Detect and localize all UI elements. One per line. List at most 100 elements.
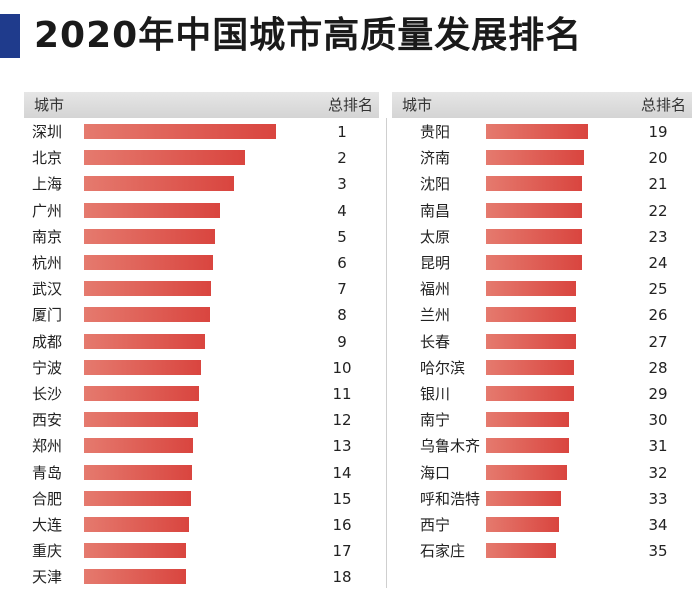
score-bar	[84, 176, 234, 192]
score-bar	[84, 569, 186, 585]
rank-value: 1	[337, 123, 347, 141]
chart-row: 南宁 30	[420, 407, 690, 433]
chart-row: 贵阳 19	[420, 119, 690, 145]
rank-value: 21	[648, 175, 668, 194]
city-label: 青岛	[32, 463, 63, 482]
city-label: 合肥	[32, 489, 63, 508]
chart-title: 2020年中国城市高质量发展排名	[34, 15, 583, 56]
rank-value: 20	[648, 149, 668, 168]
rank-value: 17	[332, 542, 352, 561]
score-bar	[84, 490, 191, 506]
header-city-label: 城市	[34, 96, 65, 114]
score-bar	[486, 412, 569, 428]
city-label: 重庆	[32, 542, 63, 561]
chart-row: 合肥 15	[32, 486, 372, 512]
rank-value: 32	[648, 463, 668, 482]
rank-value: 11	[332, 385, 352, 403]
chart-row: 西宁 34	[420, 512, 690, 538]
chart-row: 青岛 14	[32, 460, 372, 486]
city-label: 济南	[420, 149, 451, 168]
city-label: 北京	[32, 149, 63, 168]
city-label: 南宁	[420, 411, 451, 430]
score-bar	[486, 359, 574, 375]
city-label: 石家庄	[420, 542, 466, 561]
rank-value: 18	[332, 568, 352, 587]
city-label: 大连	[32, 516, 63, 534]
chart-row: 济南 20	[420, 145, 690, 171]
score-bar	[486, 176, 582, 192]
rank-value: 9	[337, 332, 347, 351]
rank-value: 28	[648, 358, 668, 377]
rank-value: 30	[648, 411, 668, 430]
rank-value: 16	[332, 516, 352, 534]
chart-row: 深圳 1	[32, 119, 372, 145]
city-label: 成都	[32, 332, 63, 351]
city-label: 福州	[420, 280, 451, 299]
rank-value: 2	[337, 149, 347, 168]
header-rank-label: 总排名	[327, 96, 373, 114]
rank-value: 15	[332, 489, 352, 508]
city-label: 兰州	[420, 306, 451, 325]
chart-row: 厦门 8	[32, 302, 372, 328]
score-bar	[486, 281, 576, 297]
rank-value: 29	[648, 385, 668, 403]
title-accent-bar	[0, 14, 20, 58]
city-label: 哈尔滨	[420, 358, 466, 377]
score-bar	[486, 150, 584, 166]
city-label: 呼和浩特	[420, 489, 481, 508]
rank-value: 8	[337, 306, 347, 325]
chart-row: 沈阳 21	[420, 171, 690, 197]
score-bar	[84, 359, 201, 375]
score-bar	[84, 124, 276, 139]
city-label: 武汉	[32, 280, 63, 299]
score-bar	[84, 307, 210, 323]
rank-value: 34	[648, 516, 668, 534]
city-label: 长春	[420, 332, 451, 351]
score-bar	[84, 281, 211, 297]
rank-value: 33	[648, 489, 668, 508]
rank-value: 5	[337, 227, 347, 246]
city-label: 长沙	[32, 385, 63, 403]
column-divider	[386, 118, 387, 588]
rank-value: 25	[648, 280, 668, 299]
city-label: 西安	[32, 411, 63, 430]
score-bar	[486, 464, 567, 480]
chart-row: 杭州 6	[32, 250, 372, 276]
city-label: 上海	[32, 175, 63, 194]
score-bar	[486, 255, 582, 270]
city-label: 深圳	[32, 123, 63, 141]
score-bar	[84, 464, 192, 480]
header-city-label: 城市	[402, 96, 433, 114]
rank-value: 3	[337, 175, 347, 194]
chart-row: 乌鲁木齐 31	[420, 433, 690, 459]
left-header: 城市 总排名	[24, 92, 379, 118]
chart-row: 南昌 22	[420, 198, 690, 224]
chart-row: 郑州 13	[32, 433, 372, 459]
chart-row: 长沙 11	[32, 381, 372, 407]
chart-row: 南京 5	[32, 224, 372, 250]
score-bar	[84, 228, 215, 244]
score-bar	[486, 517, 559, 532]
chart-row: 银川 29	[420, 381, 690, 407]
chart-row: 成都 9	[32, 329, 372, 355]
right-header: 城市 总排名	[392, 92, 692, 118]
city-label: 广州	[32, 201, 63, 220]
rank-value: 19	[648, 123, 668, 141]
rank-value: 6	[337, 254, 347, 272]
score-bar	[486, 438, 569, 454]
chart-row: 兰州 26	[420, 302, 690, 328]
city-label: 南京	[32, 227, 63, 246]
score-bar	[486, 307, 576, 323]
city-label: 沈阳	[420, 175, 451, 194]
chart-row: 长春 27	[420, 329, 690, 355]
city-label: 厦门	[32, 306, 63, 325]
rank-value: 13	[332, 437, 352, 456]
chart-row: 石家庄 35	[420, 538, 690, 564]
score-bar	[84, 438, 193, 454]
chart-row: 呼和浩特 33	[420, 486, 690, 512]
chart-row: 昆明 24	[420, 250, 690, 276]
city-label: 西宁	[420, 516, 451, 534]
score-bar	[486, 202, 582, 218]
score-bar	[84, 517, 189, 532]
score-bar	[84, 150, 245, 166]
